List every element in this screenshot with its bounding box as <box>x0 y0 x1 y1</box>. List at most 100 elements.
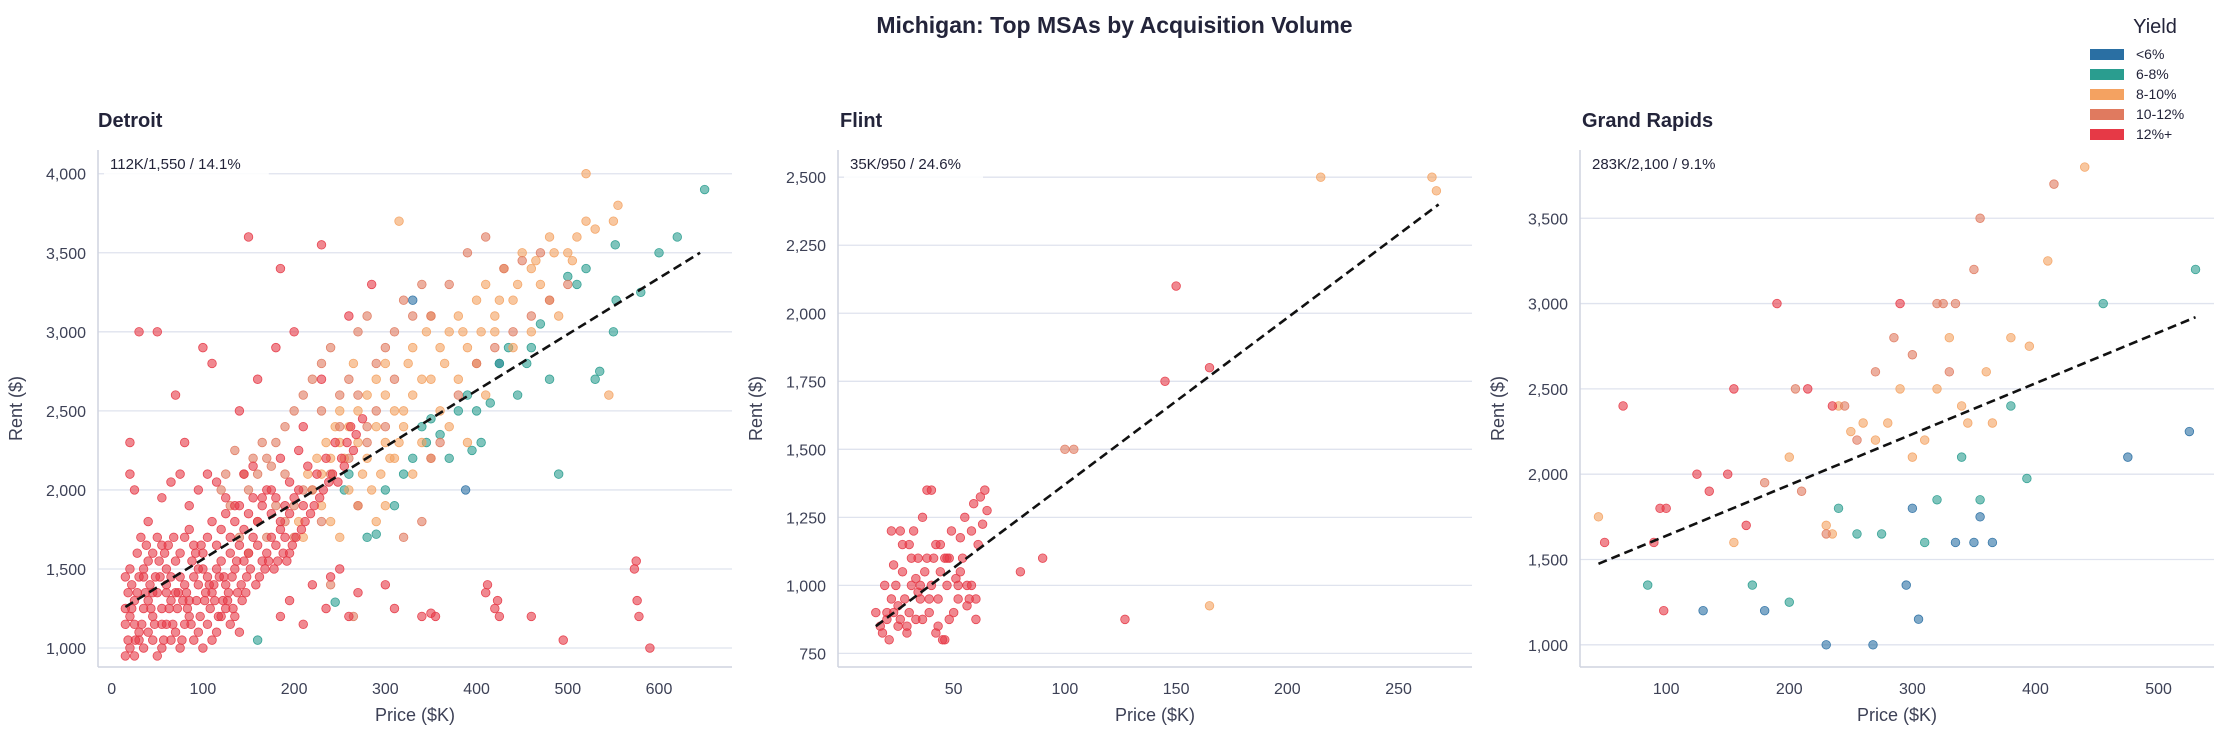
legend-swatch-5 <box>2090 128 2124 140</box>
data-point <box>333 477 343 487</box>
data-point <box>222 595 233 606</box>
data-point <box>143 627 153 637</box>
data-point <box>480 232 491 242</box>
data-point <box>325 342 336 353</box>
data-point <box>179 437 190 448</box>
y-tick-label: 2,000 <box>786 306 826 323</box>
data-point <box>132 548 142 558</box>
data-point <box>125 469 135 479</box>
data-point <box>234 540 245 550</box>
data-point <box>490 327 500 337</box>
data-point <box>480 587 491 598</box>
data-point <box>216 556 226 566</box>
data-point <box>166 595 176 606</box>
data-point <box>275 516 286 527</box>
data-point <box>1643 580 1653 590</box>
data-point <box>1427 172 1437 182</box>
legend-label-3: 8-10% <box>2136 86 2177 102</box>
y-tick-label: 3,500 <box>1528 211 1568 228</box>
data-point <box>581 263 591 274</box>
data-point <box>321 453 331 464</box>
x-tick-label: 0 <box>107 681 116 698</box>
data-point <box>211 564 222 574</box>
data-point <box>1741 520 1751 531</box>
data-point <box>922 553 932 563</box>
data-point <box>1950 298 1961 309</box>
data-point <box>645 643 655 653</box>
data-point <box>195 611 205 622</box>
data-point <box>417 437 427 448</box>
x-tick-label: 250 <box>1385 681 1412 698</box>
data-point <box>134 327 144 337</box>
data-point <box>490 342 500 353</box>
y-axis-label: Rent ($) <box>1488 376 1508 441</box>
data-point <box>282 556 292 566</box>
data-point <box>173 587 183 598</box>
data-point <box>263 556 274 566</box>
data-point <box>230 611 240 622</box>
data-point <box>205 603 215 614</box>
data-point <box>389 501 400 511</box>
data-point <box>563 279 573 290</box>
data-point <box>316 374 327 384</box>
data-point <box>966 580 977 591</box>
data-point <box>960 512 970 523</box>
data-point <box>895 526 905 536</box>
data-point <box>136 532 146 543</box>
data-point <box>1969 264 1979 275</box>
data-point <box>1069 444 1079 455</box>
data-point <box>933 621 943 631</box>
panel-title: Flint <box>840 110 883 132</box>
data-point <box>2190 264 2201 275</box>
data-point <box>590 224 600 234</box>
data-point <box>935 567 946 577</box>
data-point <box>1907 350 1918 360</box>
y-tick-label: 1,500 <box>1528 553 1568 570</box>
y-tick-label: 2,000 <box>1528 467 1568 484</box>
data-point <box>182 603 193 614</box>
data-point <box>906 553 917 563</box>
data-point <box>298 619 308 630</box>
data-point <box>175 643 185 653</box>
data-point <box>494 358 505 369</box>
data-point <box>158 635 169 645</box>
data-point <box>526 611 537 622</box>
data-point <box>467 445 477 456</box>
data-point <box>426 374 436 384</box>
data-point <box>1907 503 1918 514</box>
data-point <box>631 556 641 566</box>
data-point <box>1987 418 1998 428</box>
data-point <box>362 311 372 321</box>
data-point <box>1956 452 1967 462</box>
data-point <box>152 532 162 543</box>
data-point <box>213 611 224 622</box>
data-point <box>227 572 237 582</box>
data-point <box>210 595 220 606</box>
data-point <box>553 469 564 479</box>
data-point <box>563 271 573 282</box>
y-tick-label: 2,500 <box>786 170 826 187</box>
data-point <box>610 240 620 250</box>
data-point <box>260 564 270 574</box>
panel-annotation: 283K/2,100 / 9.1% <box>1592 156 1715 173</box>
data-point <box>200 595 210 606</box>
annotation-box <box>844 152 983 178</box>
data-point <box>1759 478 1770 488</box>
data-point <box>471 406 482 416</box>
data-point <box>234 501 245 511</box>
data-point <box>1784 597 1794 607</box>
data-point <box>237 595 247 606</box>
data-point <box>234 406 245 416</box>
data-point <box>366 485 377 495</box>
data-point <box>207 516 217 527</box>
data-point <box>895 614 905 625</box>
x-tick-label: 50 <box>945 681 963 698</box>
data-point <box>408 311 418 321</box>
data-point <box>426 311 436 321</box>
data-point <box>884 635 894 645</box>
x-tick-label: 150 <box>1163 681 1190 698</box>
x-tick-label: 100 <box>1653 681 1680 698</box>
data-point <box>371 374 381 384</box>
data-point <box>146 603 156 614</box>
data-point <box>239 469 249 479</box>
